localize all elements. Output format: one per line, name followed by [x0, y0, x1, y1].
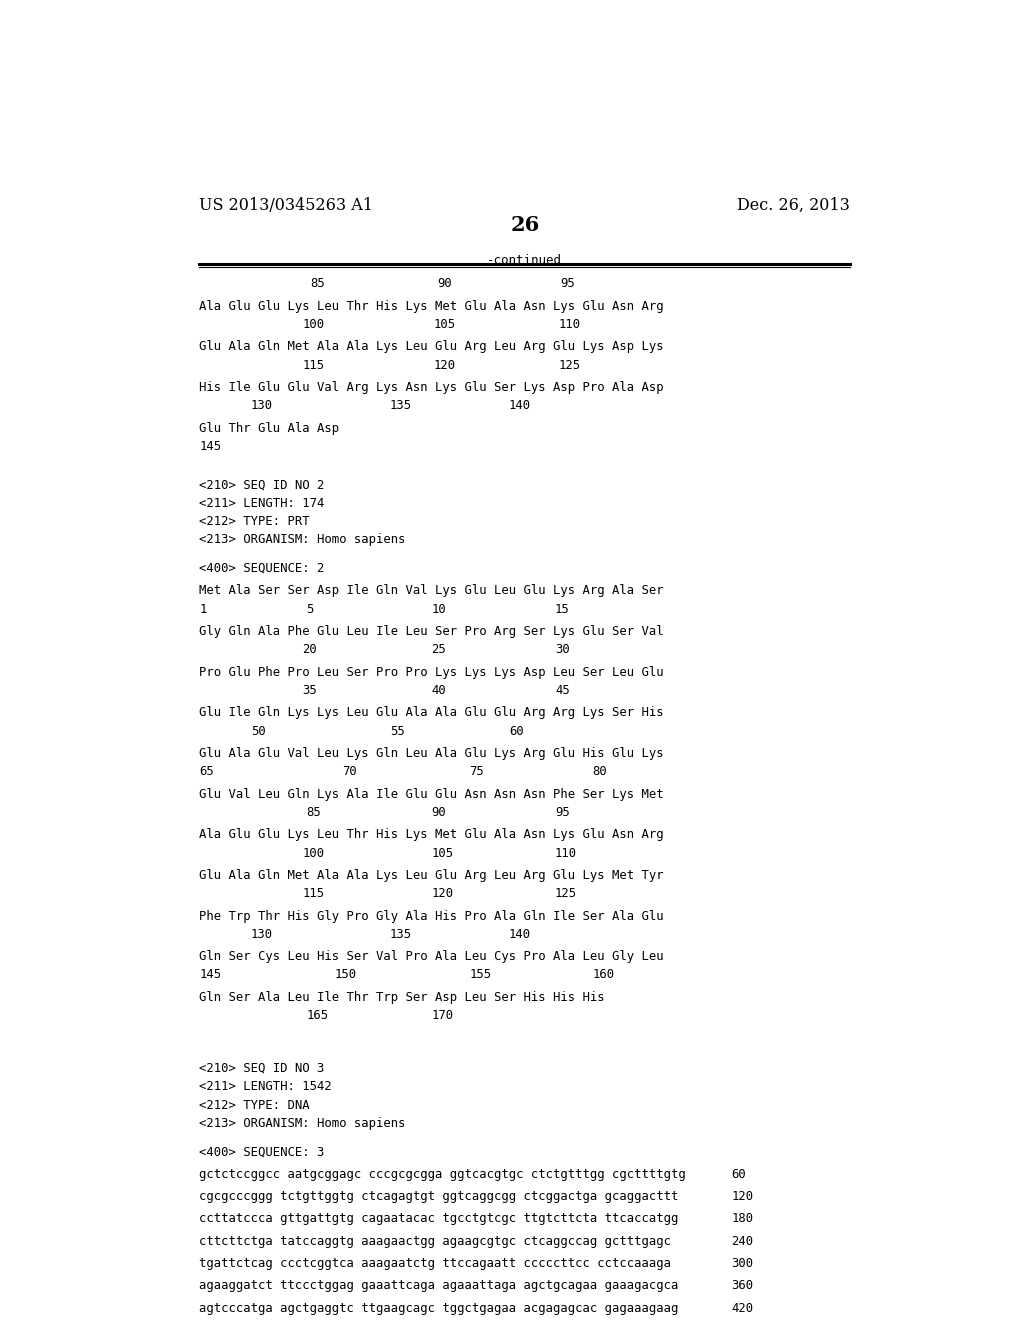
Text: Gln Ser Cys Leu His Ser Val Pro Ala Leu Cys Pro Ala Leu Gly Leu: Gln Ser Cys Leu His Ser Val Pro Ala Leu …: [200, 950, 664, 964]
Text: -continued: -continued: [487, 253, 562, 267]
Text: 90: 90: [431, 805, 445, 818]
Text: <212> TYPE: DNA: <212> TYPE: DNA: [200, 1098, 310, 1111]
Text: cttcttctga tatccaggtg aaagaactgg agaagcgtgc ctcaggccag gctttgagc: cttcttctga tatccaggtg aaagaactgg agaagcg…: [200, 1234, 672, 1247]
Text: gctctccggcc aatgcggagc cccgcgcgga ggtcacgtgc ctctgtttgg cgcttttgtg: gctctccggcc aatgcggagc cccgcgcgga ggtcac…: [200, 1168, 686, 1180]
Text: Dec. 26, 2013: Dec. 26, 2013: [737, 197, 850, 214]
Text: 110: 110: [558, 318, 581, 331]
Text: cgcgcccggg tctgttggtg ctcagagtgt ggtcaggcgg ctcggactga gcaggacttt: cgcgcccggg tctgttggtg ctcagagtgt ggtcagg…: [200, 1191, 679, 1203]
Text: <212> TYPE: PRT: <212> TYPE: PRT: [200, 515, 310, 528]
Text: 30: 30: [555, 643, 569, 656]
Text: Ala Glu Glu Lys Leu Thr His Lys Met Glu Ala Asn Lys Glu Asn Arg: Ala Glu Glu Lys Leu Thr His Lys Met Glu …: [200, 300, 664, 313]
Text: 300: 300: [731, 1257, 754, 1270]
Text: 1: 1: [200, 602, 207, 615]
Text: agtcccatga agctgaggtc ttgaagcagc tggctgagaa acgagagcac gagaaagaag: agtcccatga agctgaggtc ttgaagcagc tggctga…: [200, 1302, 679, 1315]
Text: tgattctcag ccctcggtca aaagaatctg ttccagaatt cccccttcc cctccaaaga: tgattctcag ccctcggtca aaagaatctg ttccaga…: [200, 1257, 672, 1270]
Text: Glu Ala Glu Val Leu Lys Gln Leu Ala Glu Lys Arg Glu His Glu Lys: Glu Ala Glu Val Leu Lys Gln Leu Ala Glu …: [200, 747, 664, 760]
Text: 115: 115: [303, 887, 325, 900]
Text: 85: 85: [306, 805, 322, 818]
Text: 105: 105: [431, 846, 454, 859]
Text: His Ile Glu Glu Val Arg Lys Asn Lys Glu Ser Lys Asp Pro Ala Asp: His Ile Glu Glu Val Arg Lys Asn Lys Glu …: [200, 381, 664, 393]
Text: US 2013/0345263 A1: US 2013/0345263 A1: [200, 197, 374, 214]
Text: Gly Gln Ala Phe Glu Leu Ile Leu Ser Pro Arg Ser Lys Glu Ser Val: Gly Gln Ala Phe Glu Leu Ile Leu Ser Pro …: [200, 624, 664, 638]
Text: 105: 105: [433, 318, 456, 331]
Text: 55: 55: [390, 725, 404, 738]
Text: 130: 130: [251, 399, 273, 412]
Text: Glu Thr Glu Ala Asp: Glu Thr Glu Ala Asp: [200, 421, 340, 434]
Text: 135: 135: [390, 928, 412, 941]
Text: 100: 100: [303, 846, 325, 859]
Text: agaaggatct ttccctggag gaaattcaga agaaattaga agctgcagaa gaaagacgca: agaaggatct ttccctggag gaaattcaga agaaatt…: [200, 1279, 679, 1292]
Text: 240: 240: [731, 1234, 754, 1247]
Text: 165: 165: [306, 1008, 329, 1022]
Text: 120: 120: [433, 359, 456, 372]
Text: 95: 95: [555, 805, 569, 818]
Text: 140: 140: [509, 928, 531, 941]
Text: Pro Glu Phe Pro Leu Ser Pro Pro Lys Lys Lys Asp Leu Ser Leu Glu: Pro Glu Phe Pro Leu Ser Pro Pro Lys Lys …: [200, 665, 664, 678]
Text: 180: 180: [731, 1212, 754, 1225]
Text: <211> LENGTH: 1542: <211> LENGTH: 1542: [200, 1080, 332, 1093]
Text: Glu Val Leu Gln Lys Ala Ile Glu Glu Asn Asn Asn Phe Ser Lys Met: Glu Val Leu Gln Lys Ala Ile Glu Glu Asn …: [200, 788, 664, 800]
Text: <211> LENGTH: 174: <211> LENGTH: 174: [200, 496, 325, 510]
Text: 420: 420: [731, 1302, 754, 1315]
Text: 170: 170: [431, 1008, 454, 1022]
Text: 80: 80: [592, 766, 607, 779]
Text: 140: 140: [509, 399, 531, 412]
Text: 100: 100: [303, 318, 325, 331]
Text: 20: 20: [303, 643, 317, 656]
Text: Glu Ile Gln Lys Lys Leu Glu Ala Ala Glu Glu Arg Arg Lys Ser His: Glu Ile Gln Lys Lys Leu Glu Ala Ala Glu …: [200, 706, 664, 719]
Text: Glu Ala Gln Met Ala Ala Lys Leu Glu Arg Leu Arg Glu Lys Asp Lys: Glu Ala Gln Met Ala Ala Lys Leu Glu Arg …: [200, 341, 664, 354]
Text: 145: 145: [200, 969, 221, 982]
Text: 360: 360: [731, 1279, 754, 1292]
Text: <213> ORGANISM: Homo sapiens: <213> ORGANISM: Homo sapiens: [200, 533, 406, 546]
Text: 70: 70: [342, 766, 357, 779]
Text: 85: 85: [310, 277, 326, 290]
Text: 155: 155: [469, 969, 492, 982]
Text: 50: 50: [251, 725, 266, 738]
Text: Glu Ala Gln Met Ala Ala Lys Leu Glu Arg Leu Arg Glu Lys Met Tyr: Glu Ala Gln Met Ala Ala Lys Leu Glu Arg …: [200, 869, 664, 882]
Text: 145: 145: [200, 440, 221, 453]
Text: 65: 65: [200, 766, 214, 779]
Text: ccttatccca gttgattgtg cagaatacac tgcctgtcgc ttgtcttcta ttcaccatgg: ccttatccca gttgattgtg cagaatacac tgcctgt…: [200, 1212, 679, 1225]
Text: 26: 26: [510, 215, 540, 235]
Text: 150: 150: [334, 969, 356, 982]
Text: 110: 110: [555, 846, 578, 859]
Text: Gln Ser Ala Leu Ile Thr Trp Ser Asp Leu Ser His His His: Gln Ser Ala Leu Ile Thr Trp Ser Asp Leu …: [200, 991, 605, 1003]
Text: 130: 130: [251, 928, 273, 941]
Text: 25: 25: [431, 643, 445, 656]
Text: 45: 45: [555, 684, 569, 697]
Text: 125: 125: [558, 359, 581, 372]
Text: <400> SEQUENCE: 3: <400> SEQUENCE: 3: [200, 1146, 325, 1159]
Text: 15: 15: [555, 602, 569, 615]
Text: <210> SEQ ID NO 2: <210> SEQ ID NO 2: [200, 479, 325, 491]
Text: 120: 120: [431, 887, 454, 900]
Text: <213> ORGANISM: Homo sapiens: <213> ORGANISM: Homo sapiens: [200, 1117, 406, 1130]
Text: 60: 60: [731, 1168, 745, 1180]
Text: 10: 10: [431, 602, 445, 615]
Text: Ala Glu Glu Lys Leu Thr His Lys Met Glu Ala Asn Lys Glu Asn Arg: Ala Glu Glu Lys Leu Thr His Lys Met Glu …: [200, 828, 664, 841]
Text: 115: 115: [303, 359, 325, 372]
Text: 5: 5: [306, 602, 314, 615]
Text: <210> SEQ ID NO 3: <210> SEQ ID NO 3: [200, 1063, 325, 1074]
Text: Phe Trp Thr His Gly Pro Gly Ala His Pro Ala Gln Ile Ser Ala Glu: Phe Trp Thr His Gly Pro Gly Ala His Pro …: [200, 909, 664, 923]
Text: 95: 95: [560, 277, 575, 290]
Text: 35: 35: [303, 684, 317, 697]
Text: 125: 125: [555, 887, 578, 900]
Text: 75: 75: [469, 766, 484, 779]
Text: 60: 60: [509, 725, 523, 738]
Text: 90: 90: [437, 277, 453, 290]
Text: 120: 120: [731, 1191, 754, 1203]
Text: <400> SEQUENCE: 2: <400> SEQUENCE: 2: [200, 562, 325, 576]
Text: Met Ala Ser Ser Asp Ile Gln Val Lys Glu Leu Glu Lys Arg Ala Ser: Met Ala Ser Ser Asp Ile Gln Val Lys Glu …: [200, 585, 664, 597]
Text: 135: 135: [390, 399, 412, 412]
Text: 160: 160: [592, 969, 614, 982]
Text: 40: 40: [431, 684, 445, 697]
